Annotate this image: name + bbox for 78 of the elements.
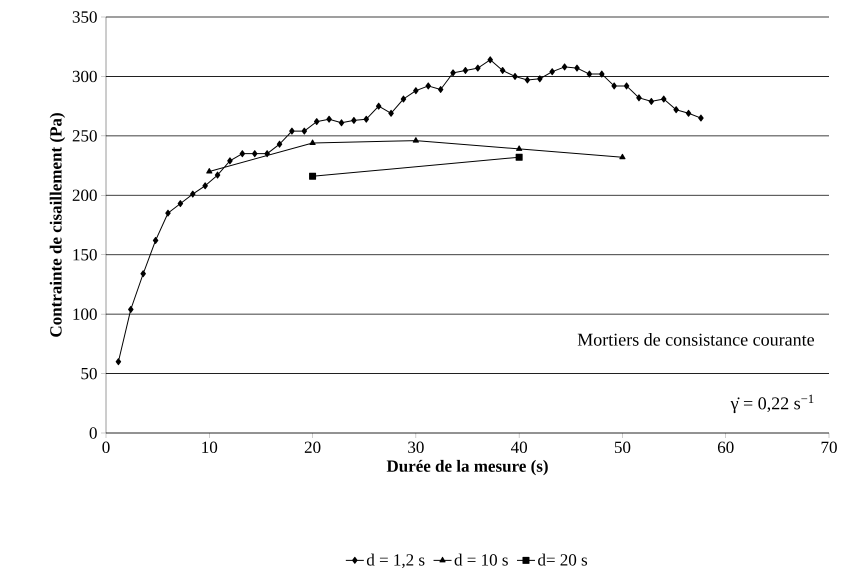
point: [574, 64, 580, 72]
point: [462, 66, 468, 74]
point: [302, 128, 308, 135]
point: [240, 150, 246, 158]
x-tick-label: 60: [718, 442, 734, 454]
point: [686, 110, 692, 117]
point: [190, 190, 196, 198]
point: [376, 102, 382, 110]
point: [338, 119, 344, 126]
x-tick-label: 70: [822, 442, 837, 454]
annotation: γ̇ = 0,22 s$^{−1}$: [730, 394, 814, 414]
point: [698, 114, 704, 122]
point: [648, 98, 654, 105]
point: [611, 82, 617, 90]
point: [512, 72, 518, 80]
point: [202, 182, 208, 190]
point: [264, 150, 270, 158]
x-tick-label: 50: [614, 442, 630, 454]
point: [450, 69, 456, 76]
point: [326, 116, 332, 123]
point: [412, 137, 419, 143]
point: [673, 106, 679, 114]
point: [516, 145, 522, 151]
x-tick-label: 20: [304, 442, 320, 454]
y-tick-label: 0: [90, 427, 97, 439]
point: [128, 306, 134, 313]
x-axis-title: Durée de la mesure (s): [386, 460, 548, 476]
point: [500, 66, 506, 74]
y-tick-label: 250: [72, 130, 97, 142]
point: [661, 96, 666, 103]
point: [314, 118, 320, 126]
point: [549, 68, 555, 76]
point: [438, 86, 444, 94]
point: [309, 172, 316, 180]
point: [364, 116, 370, 123]
point: [206, 168, 212, 174]
point: [524, 76, 530, 84]
point: [562, 63, 568, 70]
point: [619, 154, 626, 160]
point: [388, 110, 394, 117]
y-tick-label: 150: [73, 248, 97, 260]
y-tick-label: 50: [81, 368, 97, 380]
x-tick-label: 40: [510, 442, 528, 454]
point: [400, 96, 406, 103]
point: [214, 172, 220, 179]
point: [178, 200, 184, 208]
point: [426, 82, 432, 90]
point: [309, 139, 316, 145]
point: [289, 128, 295, 135]
point: [351, 116, 357, 124]
x-tick-label: 0: [102, 442, 110, 454]
y-tick-label: 350: [72, 11, 97, 23]
x-tick-label: 30: [408, 442, 424, 454]
point: [487, 56, 493, 64]
y-tick-label: 200: [72, 190, 97, 202]
legend-label: d = 1,2 s: [366, 554, 424, 568]
point: [475, 64, 481, 72]
point: [599, 70, 605, 78]
point: [116, 358, 122, 366]
point: [413, 87, 419, 94]
y-tick-label: 300: [72, 70, 97, 82]
y-tick-label: 100: [73, 308, 97, 320]
legend-label: d= 20 s: [538, 554, 588, 566]
point: [140, 270, 146, 278]
point: [165, 210, 171, 217]
x-tick-label: 10: [202, 442, 218, 454]
y-axis-title: Contrainte de cisaillement (Pa): [50, 113, 66, 337]
point: [624, 82, 630, 90]
point: [276, 140, 282, 148]
annotation: Mortiers de consistance courante: [578, 333, 814, 346]
legend-label: d = 10 s: [454, 554, 508, 566]
point: [636, 94, 642, 102]
point: [227, 157, 233, 164]
point: [516, 154, 523, 161]
point: [586, 70, 592, 78]
point: [537, 75, 543, 82]
point: [152, 236, 158, 244]
point: [252, 150, 258, 158]
